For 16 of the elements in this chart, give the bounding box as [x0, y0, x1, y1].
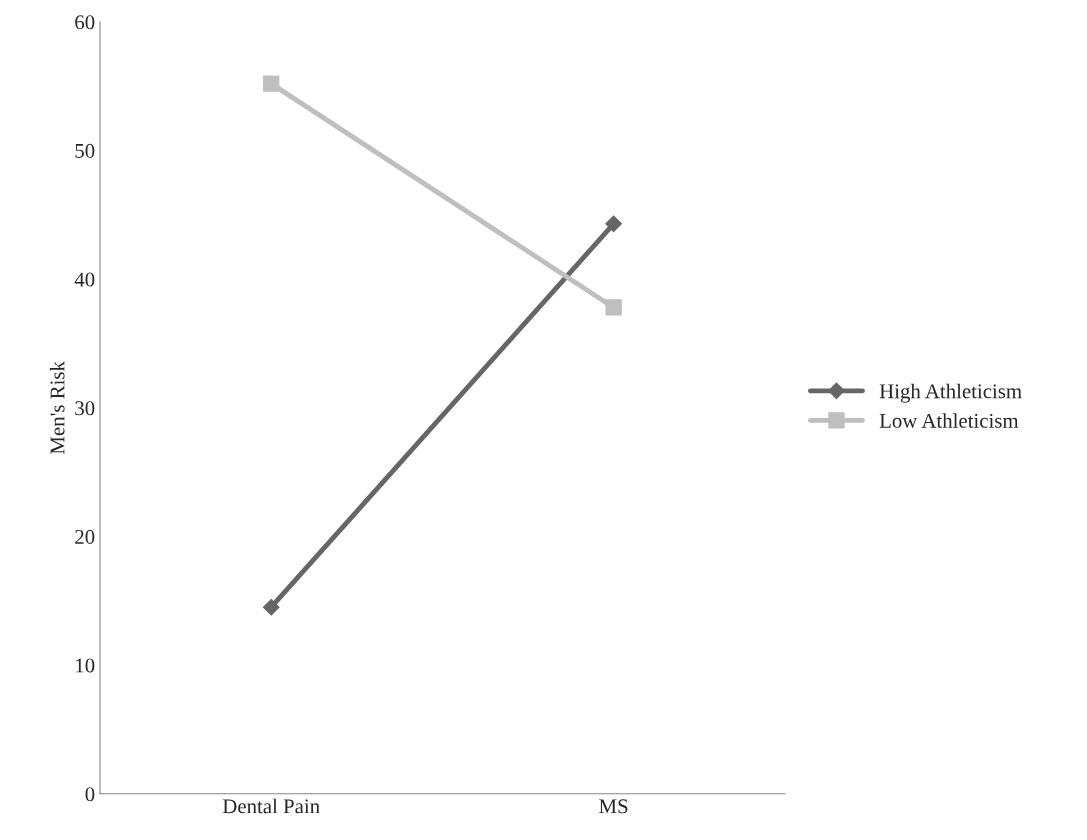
point [605, 299, 622, 316]
legend-label: Low Athleticism [879, 413, 1019, 428]
y-tick-label: 40 [74, 272, 95, 287]
point [262, 598, 280, 616]
y-tick-label: 50 [75, 143, 95, 158]
point [263, 75, 280, 92]
x-tick-label: Dental Pain [222, 798, 320, 814]
y-tick-label: 10 [76, 658, 95, 673]
legend-label: High Athleticism [879, 383, 1022, 403]
point [605, 215, 622, 233]
y-tick-label: 0 [85, 787, 95, 802]
y-axis-title: Men's Risk [49, 361, 65, 454]
x-tick-label: MS [599, 799, 628, 814]
y-tick-label: 20 [75, 529, 95, 544]
y-tick-label: 60 [75, 15, 95, 30]
y-tick-label: 30 [75, 401, 95, 416]
